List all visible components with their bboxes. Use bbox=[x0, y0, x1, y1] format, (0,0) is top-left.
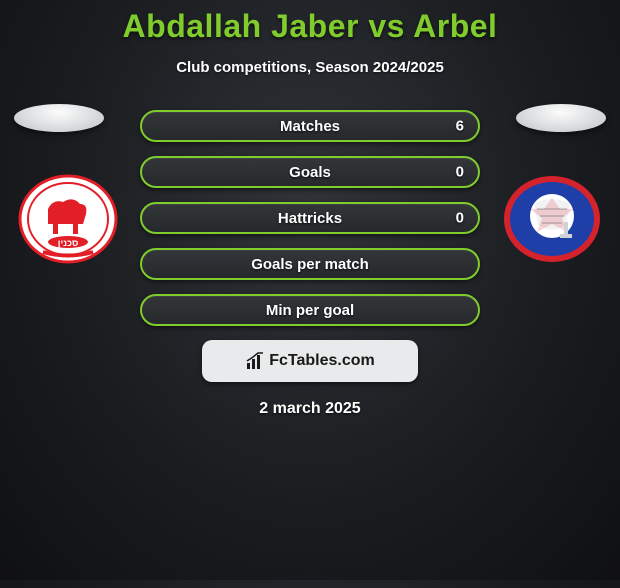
stat-bar-goals-per-match: Goals per match bbox=[140, 248, 480, 280]
stat-bar-hattricks: Hattricks 0 bbox=[140, 202, 480, 234]
stat-label: Min per goal bbox=[266, 302, 354, 319]
brand-badge: FcTables.com bbox=[202, 340, 418, 382]
stat-label: Hattricks bbox=[278, 210, 342, 227]
club-badge-left: סכנין bbox=[18, 174, 118, 264]
stat-label: Goals per match bbox=[251, 256, 369, 273]
stat-label: Matches bbox=[280, 118, 340, 135]
stat-value: 0 bbox=[456, 210, 464, 227]
chart-icon bbox=[245, 351, 265, 371]
stat-bar-matches: Matches 6 bbox=[140, 110, 480, 142]
brand-text: FcTables.com bbox=[269, 352, 375, 370]
shield-icon: סכנין bbox=[18, 174, 118, 264]
stat-value: 6 bbox=[456, 118, 464, 135]
stat-bar-min-per-goal: Min per goal bbox=[140, 294, 480, 326]
club-badge-right bbox=[502, 174, 602, 264]
comparison-stage: סכנין Matches 6 Goals 0 Hattricks 0 bbox=[0, 110, 620, 418]
page-title: Abdallah Jaber vs Arbel bbox=[0, 8, 620, 45]
stat-bar-goals: Goals 0 bbox=[140, 156, 480, 188]
shield-icon bbox=[502, 174, 602, 264]
player-right-placeholder bbox=[516, 104, 606, 132]
player-left-placeholder bbox=[14, 104, 104, 132]
stat-value: 0 bbox=[456, 164, 464, 181]
stat-label: Goals bbox=[289, 164, 331, 181]
subtitle: Club competitions, Season 2024/2025 bbox=[0, 59, 620, 76]
svg-text:סכנין: סכנין bbox=[58, 238, 79, 248]
date-text: 2 march 2025 bbox=[0, 400, 620, 418]
stat-bars: Matches 6 Goals 0 Hattricks 0 Goals per … bbox=[140, 110, 480, 326]
